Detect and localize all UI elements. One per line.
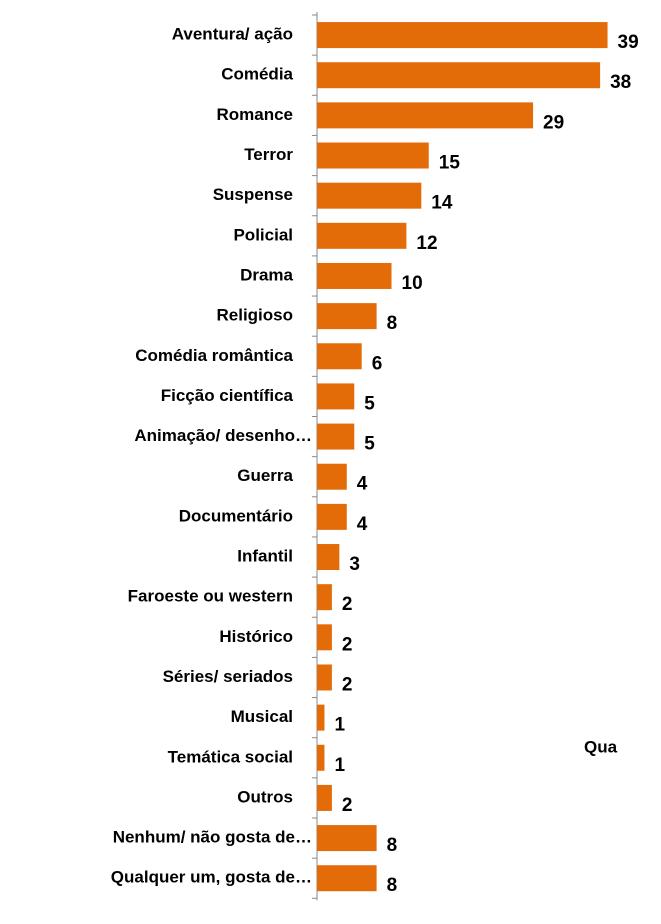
bar	[317, 22, 608, 49]
category-label: Infantil	[237, 547, 293, 566]
bar	[317, 624, 332, 651]
bar	[317, 303, 377, 330]
category-label: Policial	[233, 225, 293, 244]
bar	[317, 584, 332, 611]
bar	[317, 343, 362, 370]
value-label: 1	[334, 755, 345, 776]
value-label: 14	[431, 193, 453, 214]
category-label: Musical	[231, 707, 293, 726]
value-label: 3	[349, 554, 360, 575]
value-label: 8	[387, 835, 398, 856]
value-label: 10	[402, 273, 423, 294]
value-label: 4	[357, 474, 368, 495]
bar	[317, 704, 325, 731]
value-label: 1	[334, 715, 345, 736]
bar	[317, 262, 392, 289]
value-label: 6	[372, 353, 383, 374]
value-label: 29	[543, 112, 564, 133]
category-label: Faroeste ou western	[128, 587, 293, 606]
bar	[317, 142, 429, 169]
bar	[317, 865, 377, 892]
bar	[317, 463, 347, 490]
category-label: Documentário	[179, 506, 293, 525]
bar	[317, 222, 407, 249]
bar	[317, 544, 340, 571]
category-label: Religioso	[216, 306, 293, 325]
category-label: Qualquer um, gosta de…	[111, 868, 312, 887]
category-label: Drama	[240, 265, 293, 284]
bar	[317, 825, 377, 852]
value-label: 2	[342, 795, 353, 816]
bar	[317, 102, 534, 129]
category-label: Outros	[237, 787, 293, 806]
value-label: 38	[610, 72, 631, 93]
bar	[317, 182, 422, 209]
value-label: 4	[357, 514, 368, 535]
category-label: Comédia	[221, 65, 293, 84]
category-label: Guerra	[237, 466, 293, 485]
category-label: Ficção científica	[161, 386, 294, 405]
value-label: 15	[439, 153, 461, 174]
category-label: Romance	[216, 105, 293, 124]
value-label: 12	[416, 233, 437, 254]
bar	[317, 744, 325, 771]
value-label: 8	[387, 313, 398, 334]
bar	[317, 784, 332, 811]
annotation: Qua	[584, 737, 618, 756]
category-label: Animação/ desenho…	[134, 426, 312, 445]
value-label: 8	[387, 875, 398, 896]
category-label: Temática social	[168, 747, 293, 766]
category-label: Séries/ seriados	[163, 667, 293, 686]
category-label: Nenhum/ não gosta de…	[113, 828, 312, 847]
value-label: 2	[342, 634, 353, 655]
bar	[317, 62, 601, 89]
category-label: Comédia romântica	[135, 346, 293, 365]
bar	[317, 503, 347, 530]
value-label: 2	[342, 594, 353, 615]
bar	[317, 383, 355, 410]
category-label: Suspense	[213, 185, 293, 204]
bar	[317, 423, 355, 450]
value-label: 5	[364, 434, 375, 455]
category-label: Aventura/ ação	[172, 25, 293, 44]
value-label: 2	[342, 674, 353, 695]
category-label: Histórico	[219, 627, 293, 646]
bar	[317, 664, 332, 691]
category-label: Terror	[244, 145, 293, 164]
value-label: 5	[364, 393, 375, 414]
value-label: 39	[618, 32, 639, 53]
